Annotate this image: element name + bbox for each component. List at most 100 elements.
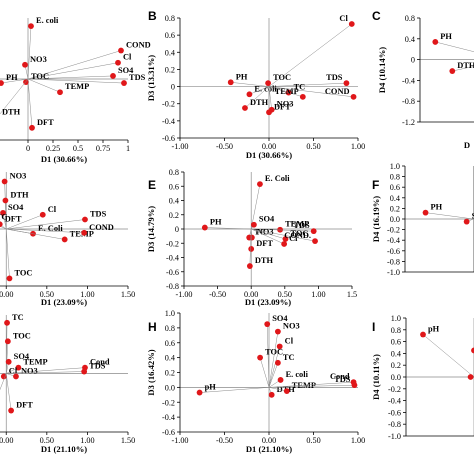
- point-label-cl: Cl: [285, 336, 294, 345]
- point-dft: [266, 109, 272, 116]
- panel-letter: F: [372, 178, 379, 192]
- point-so4: [250, 221, 257, 228]
- point-ph: [201, 224, 208, 231]
- point-label-tc: TC: [294, 83, 306, 92]
- point-ph: [432, 39, 439, 45]
- point-label-temp: TEMP: [292, 381, 316, 390]
- point-label-ph: pH: [428, 325, 440, 334]
- y-tick-label: 0.0: [165, 383, 175, 392]
- point-dth: [268, 391, 275, 398]
- point-label-tds: TDS: [129, 73, 146, 82]
- leader-line-cond: [6, 367, 85, 374]
- point-label-so4: SO4: [14, 352, 30, 361]
- x-axis-label: D: [464, 140, 470, 150]
- point-no3: [1, 178, 8, 185]
- point-label-tc: TC: [12, 313, 24, 322]
- leader-line-so4: [27, 75, 114, 80]
- x-tick-label: 0.50: [40, 436, 54, 445]
- leader-line-tds: [268, 82, 347, 87]
- point-no3: [22, 61, 28, 68]
- y-tick-label: -0.2: [166, 239, 179, 248]
- point-cl: [39, 211, 46, 218]
- leader-line-tc: [0, 226, 7, 230]
- x-tick-label: -1.00: [175, 290, 192, 299]
- panel-6: -1.0 -0.8-0.6 -0.4-0.2 0.0 0.20.4 0.60.8 1.0 D4…: [371, 162, 474, 277]
- y-tick-label: 0.0: [391, 373, 401, 382]
- point-label-dth: DTH: [457, 61, 474, 70]
- point-so4: [5, 358, 12, 365]
- y-tick-label: 0.4: [391, 349, 401, 358]
- y-tick-label: -0.2: [162, 398, 175, 407]
- y-tick-label: 0.6: [165, 339, 175, 348]
- y-tick-label: 0.2: [169, 211, 179, 220]
- point-dft: [29, 124, 35, 131]
- point-label-e-coli: E. Coli: [38, 224, 63, 233]
- y-tick-label: -0.4: [388, 397, 401, 406]
- leader-line-cond: [6, 228, 85, 234]
- leader-line-dth: [0, 78, 29, 115]
- point-tds: [81, 368, 88, 375]
- x-tick-label: 0: [26, 144, 30, 153]
- point-label-dft: DFT: [256, 239, 273, 248]
- x-tick-label: -1.00: [171, 436, 188, 445]
- point-label-so4: SO4: [118, 66, 134, 75]
- point-label-no3: NO3: [10, 172, 27, 181]
- leader-line-e-coli: [27, 26, 32, 80]
- point-label-ph: PH: [6, 73, 18, 82]
- leader-line-tds: [251, 228, 314, 232]
- point-label-e-coli: E. Coli: [265, 174, 290, 183]
- leader-line-cl: [27, 62, 119, 80]
- leader-line-cond: [27, 50, 122, 80]
- leader-line-dth: [5, 200, 7, 230]
- point-so4: [264, 321, 271, 328]
- point-label-no3: NO3: [283, 322, 300, 331]
- y-tick-label: -0.6: [387, 247, 400, 256]
- leader-line-temp: [27, 78, 61, 93]
- point-dth: [2, 197, 9, 204]
- panel-5: -1.00 -0.50 0.00 0.50 1.00 1.5 -0.8 -0.6 -0.4 -0.…: [146, 168, 357, 307]
- point-label-dft: DFT: [274, 102, 291, 111]
- y-tick-label: -0.4: [402, 76, 415, 85]
- leader-line-dth: [452, 66, 474, 72]
- x-tick-label: 1.00: [311, 290, 325, 299]
- x-tick-label: -0.50: [209, 290, 226, 299]
- leader-line-ph: [422, 334, 474, 378]
- leader-line-e-coli: [249, 86, 270, 95]
- point-temp: [57, 89, 63, 96]
- point-label-dth: DTH: [255, 256, 274, 265]
- y-tick-label: -0.6: [166, 268, 179, 277]
- point-e-coli: [467, 374, 474, 380]
- point-e-coli: [246, 91, 253, 98]
- point-toc: [265, 80, 272, 87]
- point-label-dth: DTH: [10, 191, 29, 200]
- point-toc: [6, 275, 13, 282]
- point-temp: [15, 364, 22, 371]
- y-axis-label: D3 (13.31%): [146, 55, 156, 101]
- point-temp: [61, 236, 68, 243]
- point-label-ph: PH: [210, 218, 222, 227]
- point-so4: [110, 73, 116, 79]
- panel-2: -1.00 -0.50 0.00 0.50 1.00 -0.6 -0.4 -0.2 0 0.2 0.…: [146, 9, 365, 160]
- leader-line-cond: [268, 86, 354, 98]
- y-axis-label: D4 (16.19%): [371, 196, 381, 242]
- leader-line-toc: [251, 228, 286, 240]
- leader-line-dft: [5, 373, 12, 411]
- point-label-e-coli: E. coli: [286, 370, 309, 379]
- point-label-so4: SO4: [272, 314, 288, 323]
- y-tick-label: 0.8: [169, 168, 179, 177]
- leader-line-ph: [0, 78, 29, 84]
- point-dth: [449, 68, 456, 74]
- point-label-temp: TEMP: [275, 87, 299, 96]
- leader-line-so4: [266, 324, 270, 388]
- point-label-temp: TEMP: [23, 358, 47, 367]
- point-cl: [276, 343, 283, 350]
- x-tick-label: 1.00: [80, 436, 94, 445]
- y-tick-label: -0.4: [387, 236, 400, 245]
- leader-line-cl: [6, 214, 43, 230]
- y-tick-label: 0.4: [169, 197, 179, 206]
- point-dft: [8, 407, 15, 414]
- y-tick-label: 0.4: [165, 354, 175, 363]
- y-tick-label: -0.2: [387, 226, 400, 235]
- leader-line-temp: [268, 387, 287, 392]
